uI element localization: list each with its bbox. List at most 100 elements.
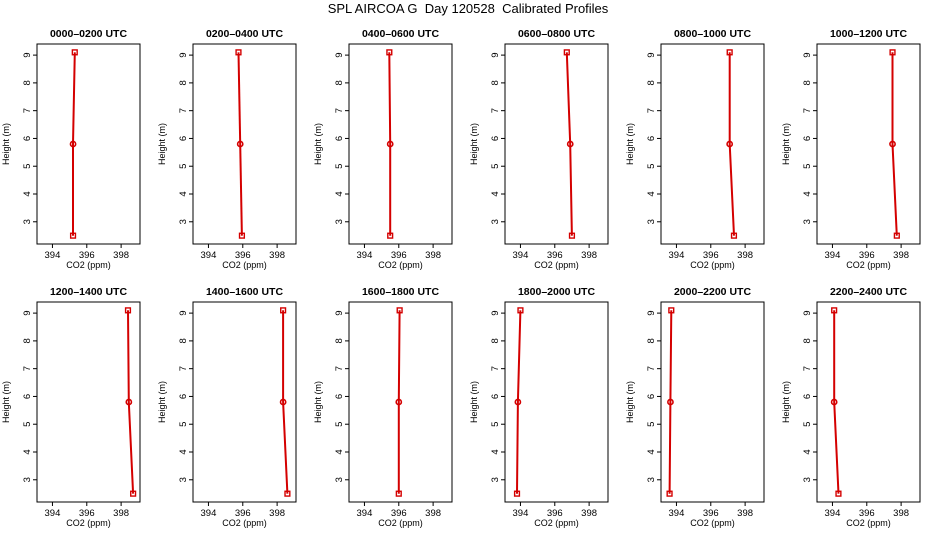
data-point bbox=[235, 49, 242, 56]
y-tick-label: 8 bbox=[334, 80, 345, 85]
y-tick-label: 5 bbox=[490, 164, 501, 169]
data-point bbox=[730, 232, 738, 239]
y-tick-label: 3 bbox=[22, 219, 33, 224]
x-tick-label: 396 bbox=[235, 250, 251, 261]
y-tick-label: 4 bbox=[802, 191, 813, 196]
profile-panel: 0200–0400 UTC 394 396 398 3 4 5 6 7 8 9 CO2 (ppm) He… bbox=[157, 28, 297, 270]
y-tick-label: 5 bbox=[802, 164, 813, 169]
panel-title: 0600–0800 UTC bbox=[518, 28, 595, 40]
y-tick-label: 5 bbox=[178, 164, 189, 169]
y-axis-label: Height (m) bbox=[469, 381, 479, 423]
y-tick-label: 5 bbox=[22, 164, 33, 169]
x-tick-label: 398 bbox=[737, 250, 753, 261]
data-point bbox=[668, 307, 675, 314]
y-tick-label: 8 bbox=[802, 80, 813, 85]
profile-line bbox=[237, 52, 243, 236]
x-axis-label: CO2 (ppm) bbox=[378, 518, 423, 528]
y-axis-label: Height (m) bbox=[469, 123, 479, 165]
x-tick-label: 394 bbox=[357, 250, 373, 261]
x-tick-label: 394 bbox=[513, 508, 529, 519]
x-tick-label: 396 bbox=[547, 250, 563, 261]
x-tick-label: 396 bbox=[391, 250, 407, 261]
panel-title: 1000–1200 UTC bbox=[830, 28, 907, 40]
y-tick-label: 9 bbox=[490, 310, 501, 315]
y-tick-label: 4 bbox=[22, 191, 33, 196]
y-tick-label: 5 bbox=[646, 164, 657, 169]
x-tick-label: 398 bbox=[581, 250, 597, 261]
plot-frame bbox=[36, 301, 141, 503]
y-tick-label: 9 bbox=[490, 52, 501, 57]
x-tick-label: 398 bbox=[581, 508, 597, 519]
data-point bbox=[514, 398, 522, 406]
y-tick-label: 7 bbox=[22, 108, 33, 113]
y-tick-label: 3 bbox=[802, 219, 813, 224]
plot-frame bbox=[816, 43, 921, 245]
y-tick-label: 3 bbox=[22, 477, 33, 482]
x-tick-label: 394 bbox=[825, 508, 841, 519]
y-tick-label: 9 bbox=[646, 310, 657, 315]
x-axis-label: CO2 (ppm) bbox=[846, 260, 891, 270]
plot-frame bbox=[192, 43, 297, 245]
profile-panel: 1400–1600 UTC 394 396 398 3 4 5 6 7 8 9 CO2 (ppm) He… bbox=[157, 286, 297, 528]
y-tick-label: 9 bbox=[646, 52, 657, 57]
y-tick-label: 7 bbox=[646, 108, 657, 113]
panel-title: 0800–1000 UTC bbox=[674, 28, 751, 40]
y-tick-label: 7 bbox=[490, 366, 501, 371]
y-tick-label: 4 bbox=[646, 191, 657, 196]
y-axis-label: Height (m) bbox=[625, 123, 635, 165]
profile-panel: 2000–2200 UTC 394 396 398 3 4 5 6 7 8 9 CO2 (ppm) He… bbox=[625, 286, 765, 528]
y-axis-label: Height (m) bbox=[313, 381, 323, 423]
x-tick-label: 398 bbox=[269, 250, 285, 261]
y-tick-label: 6 bbox=[646, 394, 657, 399]
data-point bbox=[386, 49, 393, 56]
data-point bbox=[566, 140, 574, 148]
y-tick-label: 9 bbox=[22, 310, 33, 315]
panel-title: 0400–0600 UTC bbox=[362, 28, 439, 40]
y-axis-label: Height (m) bbox=[1, 123, 11, 165]
y-tick-label: 8 bbox=[646, 80, 657, 85]
profile-line bbox=[728, 52, 735, 236]
x-axis-label: CO2 (ppm) bbox=[222, 260, 267, 270]
plot-frame bbox=[348, 301, 453, 503]
plot-frame bbox=[348, 43, 453, 245]
plot-frame bbox=[660, 43, 765, 245]
y-tick-label: 6 bbox=[490, 394, 501, 399]
y-tick-label: 9 bbox=[178, 52, 189, 57]
y-tick-label: 8 bbox=[178, 338, 189, 343]
y-tick-label: 6 bbox=[22, 136, 33, 141]
figure-title: SPL AIRCOA G Day 120528 Calibrated Profi… bbox=[327, 1, 609, 16]
y-tick-label: 4 bbox=[802, 449, 813, 454]
data-point bbox=[279, 398, 287, 406]
x-tick-label: 394 bbox=[357, 508, 373, 519]
y-tick-label: 8 bbox=[178, 80, 189, 85]
profile-panel: 1200–1400 UTC 394 396 398 3 4 5 6 7 8 9 CO2 (ppm) He… bbox=[1, 286, 141, 528]
y-tick-label: 7 bbox=[802, 108, 813, 113]
profile-line bbox=[516, 310, 522, 494]
panel-title: 2200–2400 UTC bbox=[830, 286, 907, 298]
data-point bbox=[236, 140, 244, 148]
profile-panel: 0000–0200 UTC 394 396 398 3 4 5 6 7 8 9 CO2 (ppm) He… bbox=[1, 28, 141, 270]
y-tick-label: 6 bbox=[334, 394, 345, 399]
y-tick-label: 4 bbox=[178, 449, 189, 454]
profile-panel: 1000–1200 UTC 394 396 398 3 4 5 6 7 8 9 CO2 (ppm) He… bbox=[781, 28, 921, 270]
panel-title: 1200–1400 UTC bbox=[50, 286, 127, 298]
x-tick-label: 394 bbox=[201, 250, 217, 261]
plot-frame bbox=[192, 301, 297, 503]
data-point bbox=[889, 49, 896, 56]
x-tick-label: 396 bbox=[79, 250, 95, 261]
y-axis-label: Height (m) bbox=[313, 123, 323, 165]
data-point bbox=[517, 307, 524, 314]
panel-title: 2000–2200 UTC bbox=[674, 286, 751, 298]
y-tick-label: 5 bbox=[334, 164, 345, 169]
data-point bbox=[386, 140, 394, 148]
y-tick-label: 8 bbox=[490, 80, 501, 85]
x-tick-label: 396 bbox=[547, 508, 563, 519]
y-tick-label: 9 bbox=[22, 52, 33, 57]
x-tick-label: 396 bbox=[235, 508, 251, 519]
x-axis-label: CO2 (ppm) bbox=[690, 518, 735, 528]
x-axis-label: CO2 (ppm) bbox=[534, 518, 579, 528]
panel-title: 0000–0200 UTC bbox=[50, 28, 127, 40]
x-tick-label: 398 bbox=[113, 508, 129, 519]
x-tick-label: 394 bbox=[201, 508, 217, 519]
panel-title: 1600–1800 UTC bbox=[362, 286, 439, 298]
